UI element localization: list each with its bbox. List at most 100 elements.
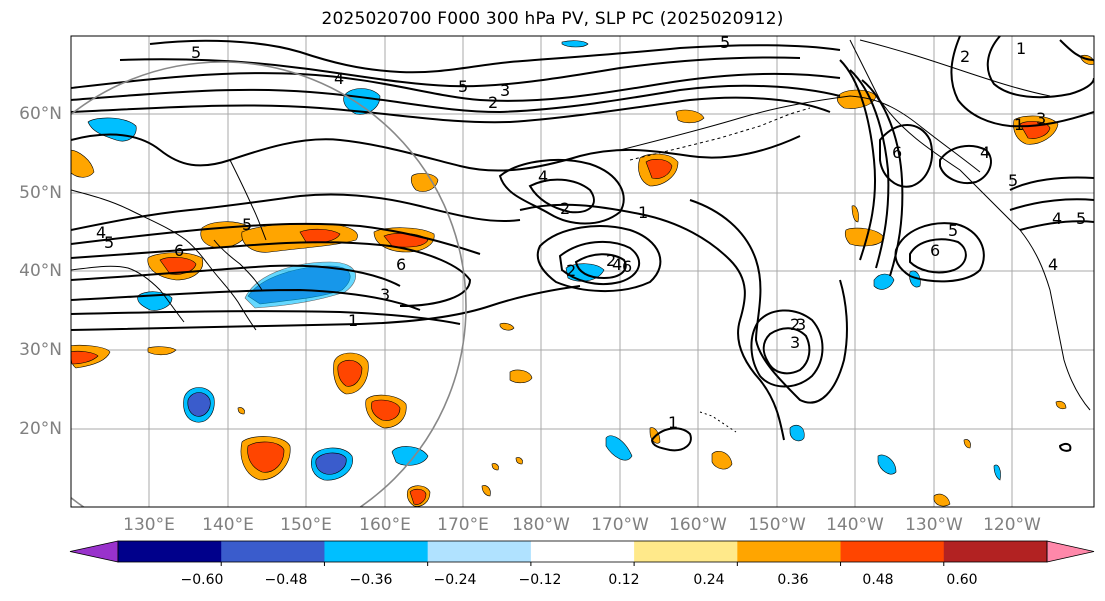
pv-negative-region — [605, 435, 633, 461]
colorbar-tick-label: 0.48 — [862, 572, 894, 588]
contour-label: 3 — [500, 81, 510, 100]
lon-label: 180°W — [512, 515, 570, 535]
colorbar-tick-label: −0.48 — [264, 572, 308, 588]
lon-label: 130°W — [905, 515, 963, 535]
contour-line — [939, 144, 992, 184]
radius-circle — [71, 61, 467, 507]
contour-line — [1009, 198, 1094, 211]
contour-line — [71, 285, 581, 331]
contour-line — [71, 84, 841, 114]
contour-line — [71, 310, 461, 325]
map-frame — [70, 35, 1095, 508]
contour-line — [894, 222, 985, 283]
lon-label: 150°W — [748, 515, 806, 535]
lon-label: 140°E — [202, 515, 254, 535]
contour-label: 6 — [396, 255, 406, 274]
pv-negative-region — [343, 88, 381, 115]
pv-positive-region — [963, 439, 971, 449]
contour-label: 1 — [638, 203, 648, 222]
contour-line — [1059, 39, 1094, 61]
contour-label: 4 — [1048, 255, 1058, 274]
lon-label: 160°W — [669, 515, 727, 535]
contour-label: 5 — [242, 215, 252, 234]
contour-label: 1 — [348, 311, 358, 330]
contour-line — [909, 238, 967, 274]
pv-positive-region — [337, 359, 363, 387]
contour-label: 6 — [174, 241, 184, 260]
aleutian-islands — [629, 107, 811, 161]
contour-label: 6 — [892, 143, 902, 162]
colorbar-frame — [117, 540, 1048, 563]
lat-label: 20°N — [19, 419, 62, 439]
contour-line — [839, 59, 877, 261]
colorbar-segment — [118, 541, 222, 562]
contour-line — [750, 309, 824, 388]
pv-positive-region — [247, 441, 285, 473]
contour-label: 2 — [606, 251, 616, 270]
pv-positive-region — [147, 346, 177, 356]
pv-negative-region — [789, 425, 805, 442]
slp-contours — [71, 36, 1094, 452]
contour-label: 4 — [96, 223, 106, 242]
colorbar-extend-max — [1046, 540, 1095, 563]
contour-label: 1 — [668, 413, 678, 432]
contour-label: 1 — [1016, 39, 1026, 58]
lon-label: 120°W — [983, 515, 1041, 535]
pv-positive-region — [933, 493, 951, 507]
contour-line — [71, 264, 401, 287]
colorbar-segment — [840, 541, 945, 562]
pv-positive-region — [159, 257, 197, 275]
pv-positive-region — [509, 369, 533, 384]
contour-label: 4 — [980, 143, 990, 162]
colorbar-segment — [324, 541, 429, 562]
pv-negative-region — [315, 452, 347, 475]
contour-label: 3 — [796, 315, 806, 334]
pv-positive-region — [237, 407, 245, 415]
pv-positive-region — [371, 399, 401, 421]
lat-label: 60°N — [19, 104, 62, 124]
colorbar-tick-label: 0.24 — [693, 572, 725, 588]
contour-label: 5 — [104, 233, 114, 252]
coastline-north — [859, 39, 1051, 97]
colorbar-tick-label: −0.36 — [349, 572, 393, 588]
map-title: 2025020700 F000 300 hPa PV, SLP PC (2025… — [321, 9, 784, 29]
contour-line — [71, 133, 801, 172]
contour-label: 3 — [380, 285, 390, 304]
contour-labels: 5 4 5 3 2 5 2 1 2 4 5 6 4 5 6 4 2 1 2 6 … — [96, 36, 1086, 432]
contour-label: 2 — [560, 199, 570, 218]
contour-line — [536, 225, 662, 292]
pv-shading — [71, 40, 1094, 507]
contour-line — [1009, 176, 1094, 191]
pv-negative-region — [187, 392, 211, 417]
contour-label: 2 — [960, 47, 970, 66]
contour-label: 5 — [1008, 171, 1018, 190]
coastline-kamchatka — [229, 159, 267, 241]
contour-line — [149, 39, 841, 74]
lon-label: 160°E — [359, 515, 411, 535]
contour-line — [762, 327, 811, 375]
pv-negative-region — [993, 464, 1001, 481]
contour-label: 3 — [1036, 109, 1046, 128]
contour-line — [1058, 442, 1072, 452]
contour-label: 4 — [334, 69, 344, 88]
pv-positive-region — [675, 109, 705, 124]
pv-positive-region — [71, 149, 95, 178]
pv-positive-region — [645, 159, 673, 179]
lon-label: 140°W — [826, 515, 884, 535]
pv-positive-region — [844, 227, 885, 247]
contour-label: 5 — [948, 221, 958, 240]
pv-positive-region — [1055, 400, 1067, 410]
colorbar-segment — [737, 541, 842, 562]
contour-label: 6 — [622, 257, 632, 276]
colorbar-tick-label: 0.60 — [946, 572, 978, 588]
contour-line — [71, 222, 481, 255]
colorbar-segment — [634, 541, 738, 562]
pv-positive-region — [711, 451, 733, 470]
lon-label: 150°E — [280, 515, 332, 535]
pv-positive-region — [851, 205, 859, 223]
contour-line — [558, 240, 641, 286]
colorbar-segment — [530, 541, 635, 562]
contour-label: 3 — [790, 333, 800, 352]
pv-negative-region — [561, 40, 589, 48]
contour-label: 4 — [1052, 209, 1062, 228]
